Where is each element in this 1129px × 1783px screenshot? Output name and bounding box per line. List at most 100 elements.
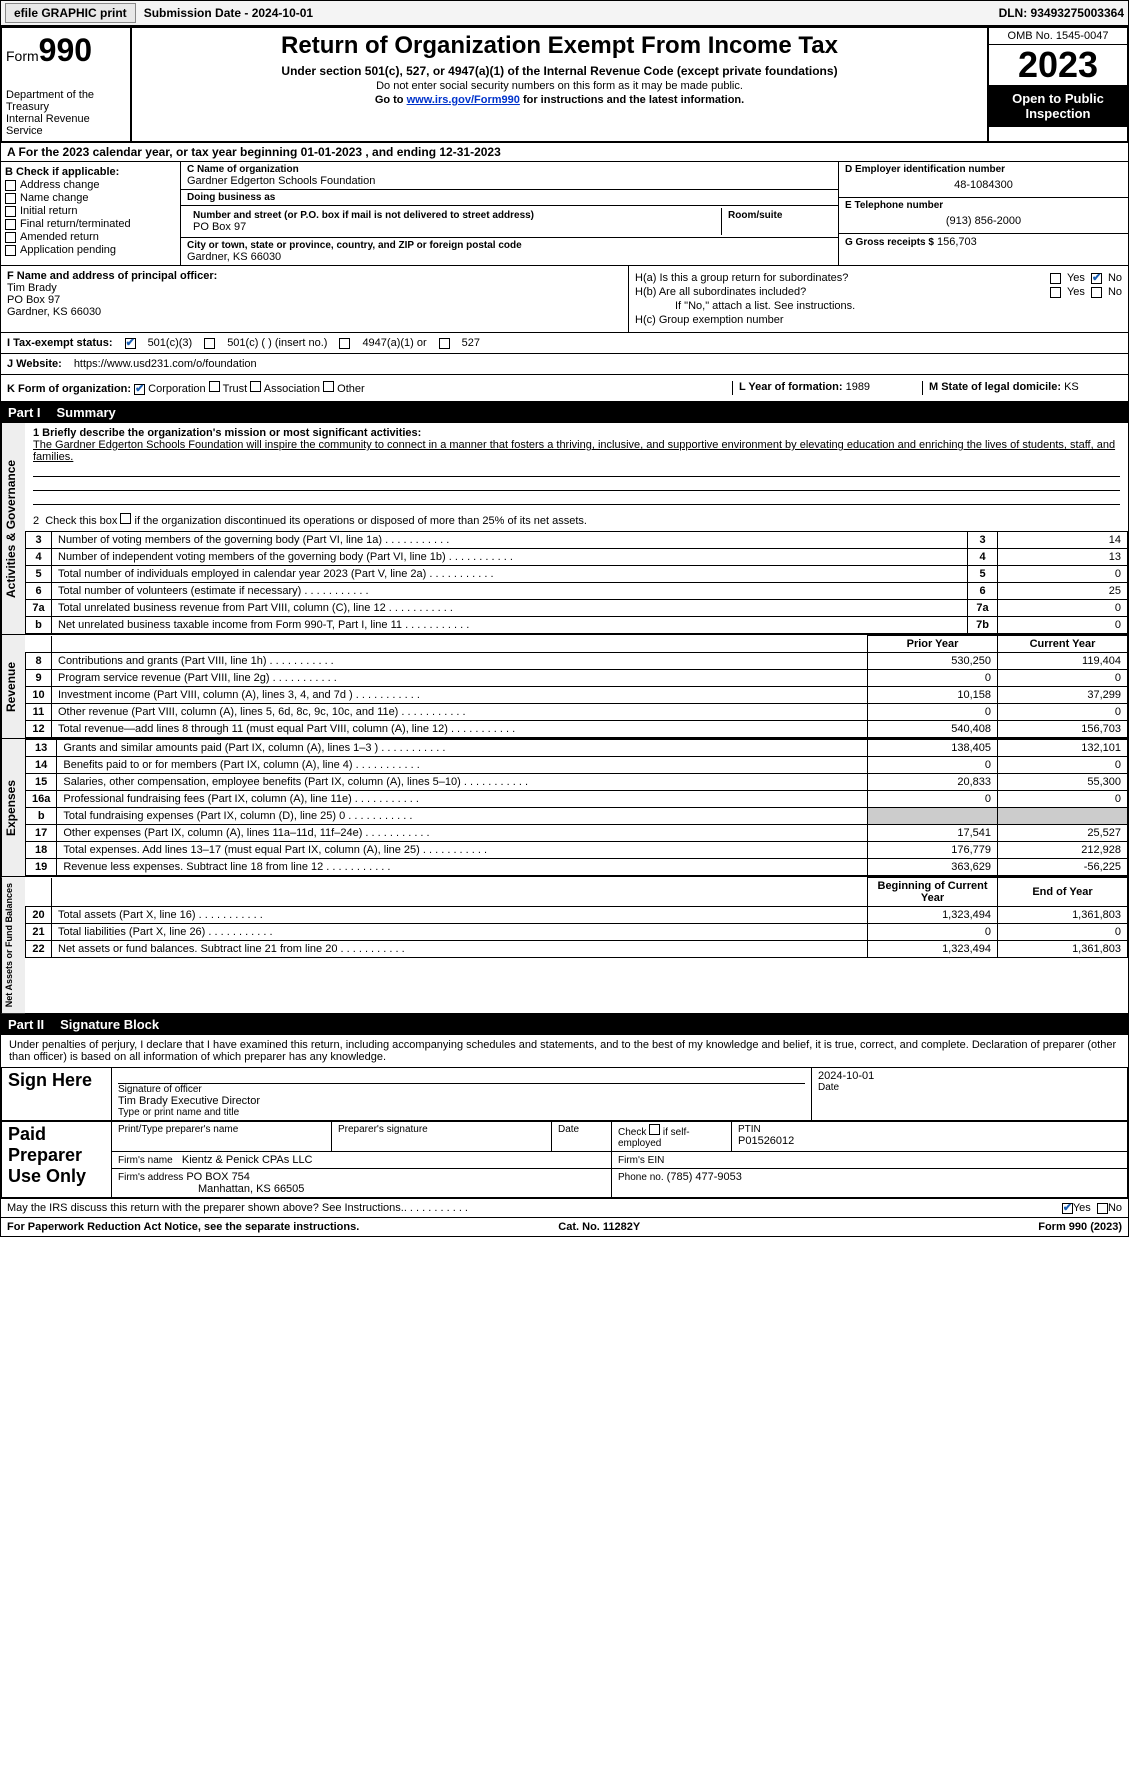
- line-j-label: J Website:: [7, 358, 62, 370]
- omb-number: OMB No. 1545-0047: [989, 28, 1127, 45]
- line-box: 3: [968, 532, 998, 549]
- box-b-item: Initial return: [20, 205, 77, 217]
- begin-value: 1,323,494: [868, 907, 998, 924]
- trust-checkbox[interactable]: [209, 381, 220, 392]
- sig-date: 2024-10-01: [818, 1070, 1121, 1082]
- prior-value: 0: [868, 704, 998, 721]
- discuss-yes-checkbox[interactable]: [1062, 1203, 1073, 1214]
- addr-value: PO Box 97: [193, 221, 715, 233]
- irs-link[interactable]: www.irs.gov/Form990: [407, 94, 520, 106]
- officer-name: Tim Brady: [7, 282, 622, 294]
- current-year-header: Current Year: [998, 636, 1128, 653]
- discuss-no-checkbox[interactable]: [1097, 1203, 1108, 1214]
- line-number: 15: [26, 774, 57, 791]
- submission-date: Submission Date - 2024-10-01: [144, 6, 313, 20]
- state-domicile: KS: [1064, 381, 1079, 393]
- sign-here-label: Sign Here: [2, 1068, 112, 1121]
- vtab-revenue: Revenue: [1, 635, 25, 738]
- line-i: I Tax-exempt status: 501(c)(3) 501(c) ( …: [0, 333, 1129, 354]
- prep-date-label: Date: [558, 1124, 605, 1135]
- other-label: Other: [337, 383, 365, 395]
- prior-value: 530,250: [868, 653, 998, 670]
- hb-no-checkbox[interactable]: [1091, 287, 1102, 298]
- line1-text: The Gardner Edgerton Schools Foundation …: [33, 439, 1120, 463]
- assoc-checkbox[interactable]: [250, 381, 261, 392]
- box-b-item: Address change: [20, 179, 100, 191]
- expenses-table: 13Grants and similar amounts paid (Part …: [25, 739, 1128, 876]
- 501c3-checkbox[interactable]: [125, 338, 136, 349]
- trust-label: Trust: [223, 383, 248, 395]
- addr-label: Number and street (or P.O. box if mail i…: [193, 210, 715, 221]
- part1-na: Net Assets or Fund Balances Beginning of…: [0, 877, 1129, 1014]
- current-value: 0: [998, 704, 1128, 721]
- line-number: b: [26, 617, 52, 634]
- other-checkbox[interactable]: [323, 381, 334, 392]
- self-emp-pre: Check: [618, 1127, 649, 1138]
- ha-no-checkbox[interactable]: [1091, 273, 1102, 284]
- box-b-checkbox[interactable]: [5, 180, 16, 191]
- box-c: C Name of organization Gardner Edgerton …: [181, 162, 838, 265]
- tel-value: (913) 856-2000: [845, 211, 1122, 231]
- name-label: C Name of organization: [187, 164, 832, 175]
- firm-name: Kientz & Penick CPAs LLC: [182, 1154, 313, 1166]
- line-desc: Total fundraising expenses (Part IX, col…: [57, 808, 868, 825]
- begin-year-header: Beginning of Current Year: [868, 878, 998, 907]
- ha-yes-checkbox[interactable]: [1050, 273, 1061, 284]
- 501c-checkbox[interactable]: [204, 338, 215, 349]
- perjury-statement: Under penalties of perjury, I declare th…: [1, 1035, 1128, 1067]
- efile-print-button[interactable]: efile GRAPHIC print: [5, 3, 136, 23]
- line-number: 19: [26, 859, 57, 876]
- line-desc: Contributions and grants (Part VIII, lin…: [52, 653, 868, 670]
- line-number: 3: [26, 532, 52, 549]
- goto-pre: Go to: [375, 94, 407, 106]
- current-value: 37,299: [998, 687, 1128, 704]
- city-value: Gardner, KS 66030: [187, 251, 832, 263]
- type-name-label: Type or print name and title: [118, 1107, 805, 1118]
- line-number: 5: [26, 566, 52, 583]
- line-number: 8: [26, 653, 52, 670]
- dln: DLN: 93493275003364: [999, 6, 1124, 20]
- line-desc: Net unrelated business taxable income fr…: [52, 617, 968, 634]
- row-a-tax-year: A For the 2023 calendar year, or tax yea…: [0, 143, 1129, 162]
- prior-value: 10,158: [868, 687, 998, 704]
- net-assets-table: Beginning of Current YearEnd of Year20To…: [25, 877, 1128, 958]
- line-desc: Total unrelated business revenue from Pa…: [52, 600, 968, 617]
- line-value: 0: [998, 600, 1128, 617]
- line-k: K Form of organization: Corporation Trus…: [0, 375, 1129, 402]
- line-desc: Grants and similar amounts paid (Part IX…: [57, 740, 868, 757]
- line-desc: Number of independent voting members of …: [52, 549, 968, 566]
- box-b-checkbox[interactable]: [5, 245, 16, 256]
- box-b-title: B Check if applicable:: [5, 166, 176, 178]
- line-desc: Other expenses (Part IX, column (A), lin…: [57, 825, 868, 842]
- end-value: 1,361,803: [998, 941, 1128, 958]
- box-b-checkbox[interactable]: [5, 193, 16, 204]
- line-number: 18: [26, 842, 57, 859]
- 527-checkbox[interactable]: [439, 338, 450, 349]
- corp-checkbox[interactable]: [134, 384, 145, 395]
- firm-addr: PO BOX 754: [186, 1171, 250, 1183]
- paperwork-notice: For Paperwork Reduction Act Notice, see …: [7, 1221, 359, 1233]
- part2-title: Signature Block: [60, 1017, 159, 1032]
- yes-label-2: Yes: [1067, 286, 1085, 298]
- discuss-no: No: [1108, 1202, 1122, 1214]
- box-b-checkbox[interactable]: [5, 206, 16, 217]
- tax-year: 2023: [989, 45, 1127, 85]
- line-desc: Investment income (Part VIII, column (A)…: [52, 687, 868, 704]
- gross-value: 156,703: [937, 236, 977, 248]
- hb-yes-checkbox[interactable]: [1050, 287, 1061, 298]
- topbar: efile GRAPHIC print Submission Date - 20…: [0, 0, 1129, 26]
- line-j: J Website: https://www.usd231.com/o/foun…: [0, 354, 1129, 375]
- 4947-checkbox[interactable]: [339, 338, 350, 349]
- line-desc: Total expenses. Add lines 13–17 (must eq…: [57, 842, 868, 859]
- line2-checkbox[interactable]: [120, 513, 131, 524]
- box-b-checkbox[interactable]: [5, 232, 16, 243]
- line-desc: Professional fundraising fees (Part IX, …: [57, 791, 868, 808]
- self-employed-checkbox[interactable]: [649, 1124, 660, 1135]
- year-formation: 1989: [846, 381, 870, 393]
- year-formation-label: L Year of formation:: [739, 381, 843, 393]
- part2-number: Part II: [8, 1017, 44, 1032]
- org-name: Gardner Edgerton Schools Foundation: [187, 175, 832, 187]
- current-value: 55,300: [998, 774, 1128, 791]
- current-value: 212,928: [998, 842, 1128, 859]
- box-b-checkbox[interactable]: [5, 219, 16, 230]
